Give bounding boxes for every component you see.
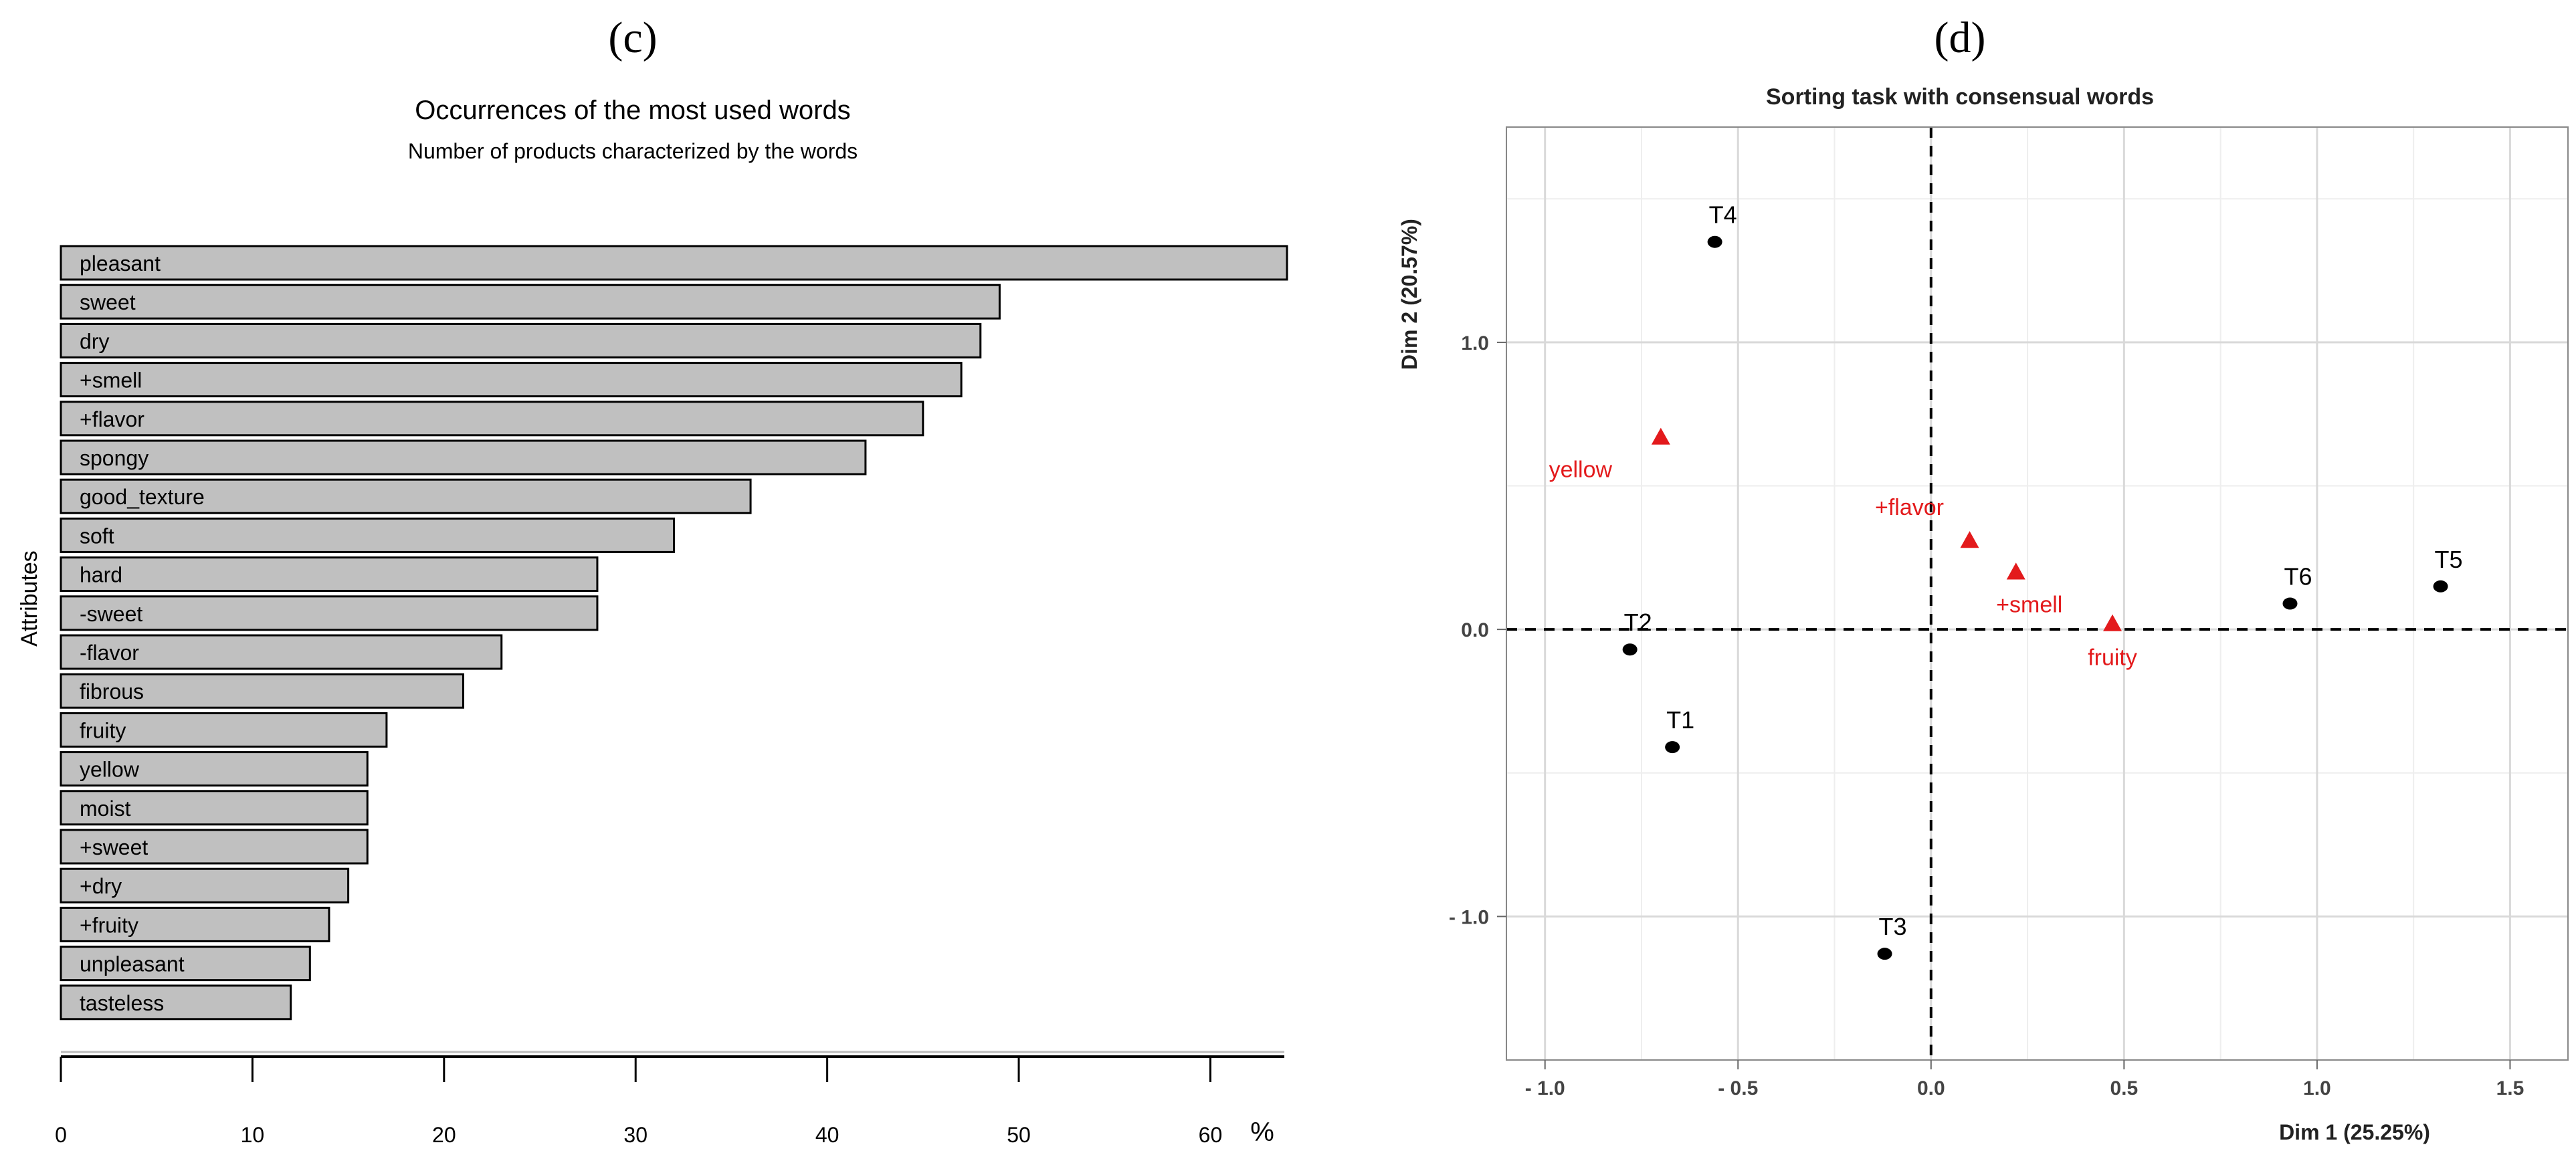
- point-label: T3: [1879, 913, 1907, 940]
- bar-label: fibrous: [80, 679, 144, 704]
- scatter-axes: - 1.0 - 0.5 0.0 0.5 1.0 1.5 - 1.0 0.0 1.0: [1449, 332, 2524, 1099]
- point-t3: [1877, 948, 1892, 960]
- bar-spongy: [60, 439, 867, 475]
- bar-label: +smell: [80, 368, 142, 393]
- y-tick-label: - 1.0: [1449, 906, 1489, 928]
- bar-dry: [60, 867, 350, 904]
- bar-label: +dry: [80, 874, 122, 898]
- word-marker-flavor: [1960, 531, 1979, 548]
- bar-label: -sweet: [80, 602, 142, 626]
- bar-tasteless: [60, 984, 292, 1021]
- bar-unpleasant: [60, 946, 311, 982]
- y-tick-label: 1.0: [1461, 332, 1489, 354]
- bar-moist: [60, 790, 369, 826]
- point-label: T5: [2435, 546, 2463, 573]
- scatter-plot-frame: [1506, 126, 2569, 1061]
- bar-sweet: [60, 284, 1001, 320]
- x-tick-label: 0.5: [2110, 1077, 2138, 1099]
- bar-chart-title: Occurrences of the most used words: [415, 96, 850, 125]
- scatter-plot-title: Sorting task with consensual words: [1766, 84, 2154, 110]
- x-tick-label: 10: [241, 1123, 265, 1147]
- scatter-plot-panel: (d) Sorting task with consensual words -…: [1397, 13, 2569, 1144]
- bar-yellow: [60, 751, 369, 787]
- bar-chart-panel: (c) Occurrences of the most used words N…: [17, 13, 1288, 1147]
- bars: pleasant sweet dry +smell +flavor spongy good_…: [60, 245, 1288, 1021]
- bar-label: tasteless: [80, 991, 164, 1015]
- bar-label: unpleasant: [80, 952, 185, 976]
- bar-pleasant: [60, 245, 1288, 281]
- bar-label: moist: [80, 797, 131, 821]
- bar-label: sweet: [80, 290, 136, 314]
- scatter-reference-lines: [1506, 127, 2568, 1060]
- scatter-y-axis-label: Dim 2 (20.57%): [1397, 219, 1421, 370]
- bar-sweet: [60, 595, 599, 631]
- bar-dry: [60, 322, 982, 358]
- bar-label: fruity: [80, 718, 126, 742]
- panel-label-d: (d): [1935, 13, 1986, 62]
- x-tick-label: 1.5: [2496, 1077, 2524, 1099]
- x-tick-label: - 0.5: [1718, 1077, 1758, 1099]
- point-label: T2: [1624, 609, 1652, 636]
- bar-label: dry: [80, 329, 109, 353]
- word-label: yellow: [1549, 457, 1613, 483]
- x-tick-label: - 1.0: [1525, 1077, 1565, 1099]
- point-label: T1: [1666, 706, 1694, 734]
- bar-label: +fruity: [80, 913, 138, 937]
- bar-good-texture: [60, 478, 752, 514]
- bar-label: +sweet: [80, 835, 148, 859]
- point-t1: [1665, 741, 1680, 754]
- bar-fruity: [60, 906, 330, 942]
- bar-label: pleasant: [80, 251, 161, 276]
- word-marker-fruity: [2103, 614, 2122, 631]
- point-t2: [1622, 643, 1638, 656]
- bar-fibrous: [60, 673, 464, 709]
- x-tick-label: 0.0: [1917, 1077, 1945, 1099]
- x-tick-label: 60: [1199, 1123, 1223, 1147]
- bar-label: good_texture: [80, 485, 205, 509]
- x-tick-label: 1.0: [2303, 1077, 2331, 1099]
- word-marker-smell: [2006, 562, 2025, 580]
- bar-chart-subtitle: Number of products characterized by the …: [408, 139, 858, 163]
- point-t6: [2282, 597, 2298, 610]
- x-tick-label: 40: [815, 1123, 839, 1147]
- bar-smell: [60, 362, 963, 398]
- panel-label-c: (c): [608, 13, 657, 62]
- bar-hard: [60, 556, 599, 593]
- bar-chart-x-unit: %: [1250, 1118, 1274, 1147]
- bar-soft: [60, 517, 675, 553]
- point-t5: [2433, 580, 2448, 593]
- bar-flavor: [60, 634, 503, 670]
- word-label: fruity: [2088, 645, 2137, 671]
- bar-chart-x-axis: 0 10 20 30 40 50 60: [55, 1055, 1284, 1147]
- bar-label: soft: [80, 524, 114, 548]
- word-marker-yellow: [1651, 427, 1670, 445]
- y-tick-label: 0.0: [1461, 619, 1489, 641]
- bar-flavor: [60, 401, 924, 437]
- x-tick-label: 30: [623, 1123, 648, 1147]
- bar-chart-y-axis-label: Attributes: [17, 550, 42, 647]
- bar-label: yellow: [80, 758, 140, 782]
- word-label: +flavor: [1875, 495, 1944, 520]
- bar-label: hard: [80, 563, 122, 587]
- word-label: +smell: [1996, 592, 2062, 617]
- x-tick-label: 20: [432, 1123, 456, 1147]
- bar-sweet: [60, 829, 369, 865]
- bar-label: -flavor: [80, 641, 139, 665]
- point-label: T6: [2284, 563, 2312, 591]
- point-t4: [1707, 235, 1722, 248]
- bar-label: +flavor: [80, 407, 144, 431]
- bar-fruity: [60, 712, 388, 748]
- scatter-x-axis-label: Dim 1 (25.25%): [2279, 1120, 2430, 1144]
- x-tick-label: 50: [1007, 1123, 1031, 1147]
- x-tick-label: 0: [55, 1123, 67, 1147]
- point-label: T4: [1709, 201, 1737, 229]
- bar-label: spongy: [80, 446, 148, 470]
- scatter-points: T1 T2 T3 T4 T5 T6 yellow +flavor +smell fruity: [1549, 201, 2463, 960]
